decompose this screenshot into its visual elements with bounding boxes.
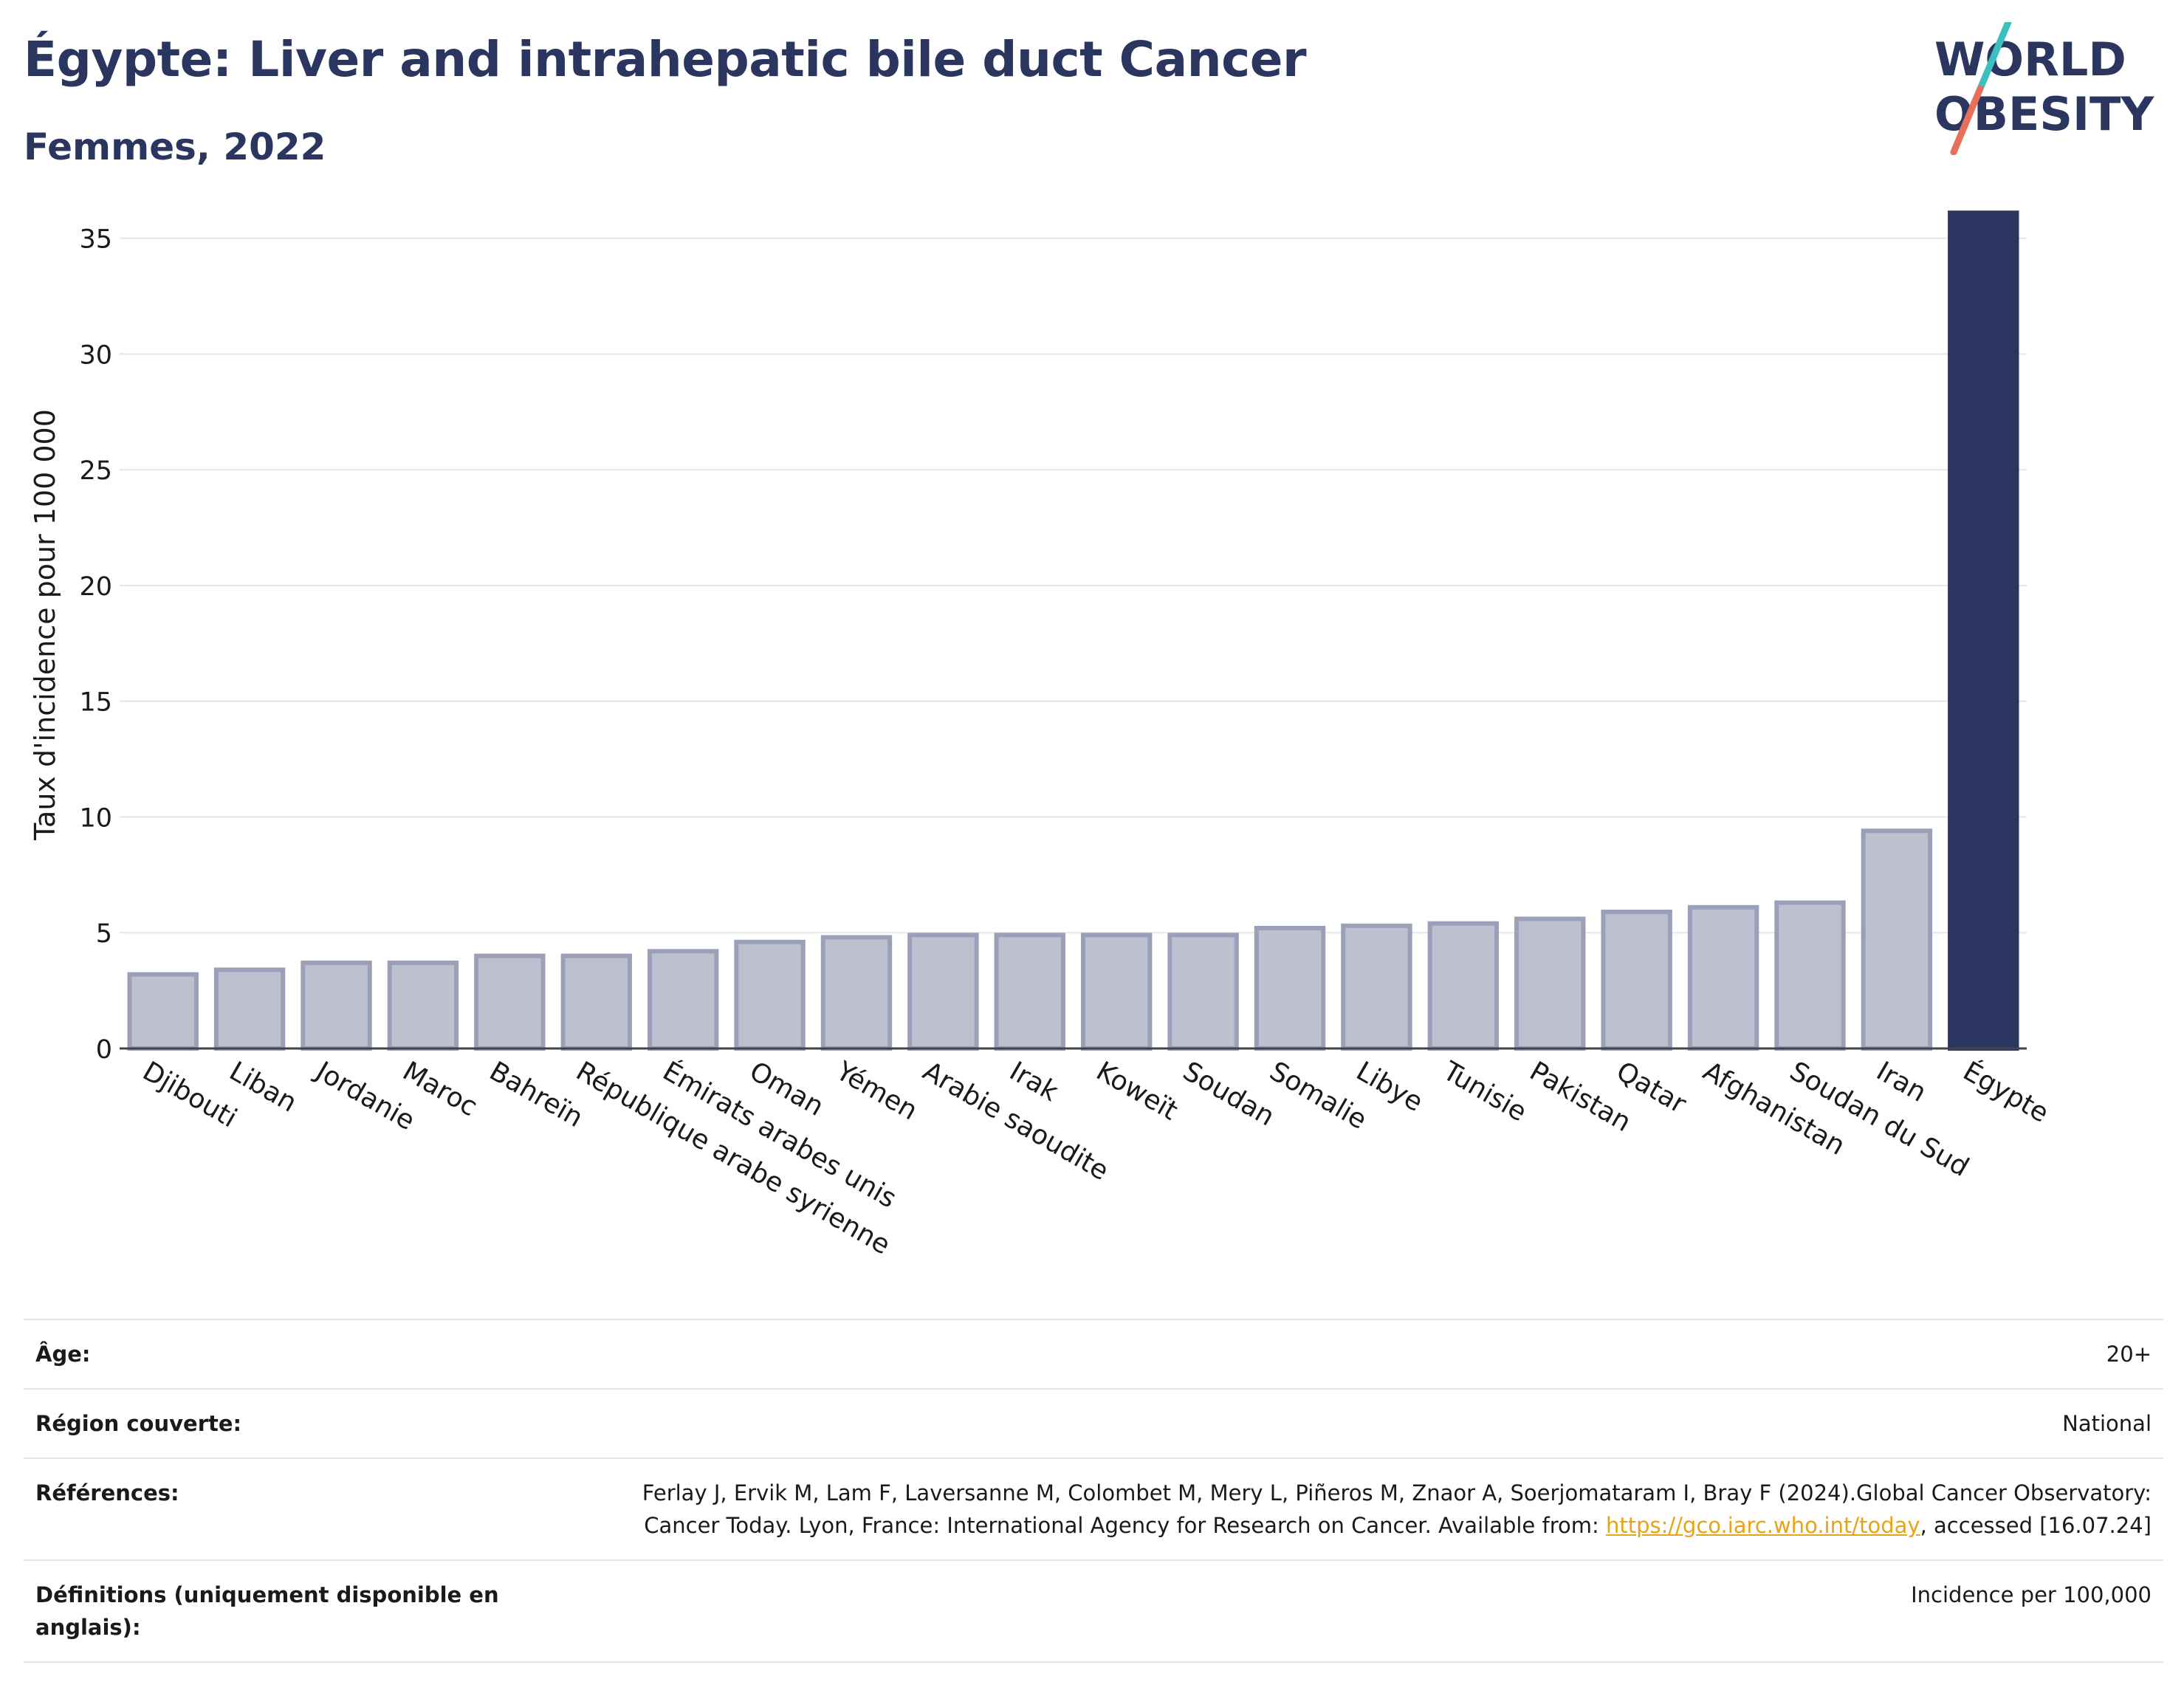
- x-tick-label: Yémen: [831, 1056, 923, 1127]
- y-tick-label: 35: [79, 225, 112, 255]
- reference-link[interactable]: https://gco.iarc.who.int/today: [1605, 1513, 1920, 1538]
- y-tick-label: 20: [79, 572, 112, 602]
- y-tick-label: 25: [79, 456, 112, 486]
- x-tick-label: Égypte: [1958, 1055, 2054, 1128]
- meta-value: Ferlay J, Ervik M, Lam F, Laversanne M, …: [638, 1477, 2152, 1542]
- bar-qatar[interactable]: [1601, 910, 1672, 1051]
- bar-soudan[interactable]: [1167, 933, 1239, 1051]
- meta-label: Région couverte:: [35, 1411, 242, 1436]
- logo-slash-coral: [1950, 85, 1984, 155]
- bars: [127, 210, 2019, 1051]
- logo-slash-teal: [1977, 22, 2012, 92]
- y-tick-labels: 0 5 10 15 20 25 30 35: [79, 225, 112, 1065]
- x-tick-label: Somalie: [1265, 1056, 1372, 1136]
- bar-émirats-arabes-unis[interactable]: [647, 949, 719, 1051]
- chart-subtitle: Femmes, 2022: [24, 126, 326, 168]
- meta-row-references: Références: Ferlay J, Ervik M, Lam F, La…: [24, 1458, 2163, 1559]
- x-tick-label: Tunisie: [1437, 1056, 1531, 1128]
- bar-yémen[interactable]: [820, 935, 893, 1051]
- bar-arabie-saoudite[interactable]: [907, 933, 979, 1051]
- bar-soudan-du-sud[interactable]: [1774, 900, 1846, 1051]
- logo-world-text: WORLD: [1934, 32, 2126, 86]
- meta-row-region: Région couverte: National: [24, 1388, 2163, 1458]
- bar-oman[interactable]: [734, 939, 806, 1051]
- chart-title: Égypte: Liver and intrahepatic bile duct…: [24, 31, 1307, 88]
- x-tick-label: Irak: [1004, 1056, 1063, 1108]
- bar-iran[interactable]: [1861, 828, 1933, 1051]
- y-tick-label: 10: [79, 803, 112, 833]
- y-tick-label: 0: [96, 1035, 112, 1065]
- bar-pakistan[interactable]: [1514, 916, 1586, 1051]
- x-tick-label: Soudan: [1178, 1056, 1280, 1132]
- bar-bahreïn[interactable]: [474, 953, 546, 1051]
- reference-text: Ferlay J, Ervik M, Lam F, Laversanne M, …: [642, 1480, 2152, 1538]
- metadata-table: Âge: 20+ Région couverte: National Référ…: [24, 1319, 2163, 1663]
- world-obesity-logo: WORLD OBESITY: [1934, 22, 2154, 155]
- bar-afghanistan[interactable]: [1687, 904, 1759, 1051]
- meta-value: National: [2062, 1411, 2152, 1436]
- x-tick-label: Koweït: [1091, 1056, 1183, 1126]
- meta-row-age: Âge: 20+: [24, 1319, 2163, 1388]
- meta-value: 20+: [2106, 1342, 2152, 1367]
- bar-libye[interactable]: [1341, 923, 1412, 1051]
- bar-irak[interactable]: [994, 933, 1065, 1051]
- reference-accessed: , accessed [16.07.24]: [1920, 1513, 2152, 1538]
- x-tick-label: Djibouti: [137, 1056, 241, 1133]
- x-tick-label: Bahreïn: [484, 1056, 588, 1133]
- meta-label: Âge:: [35, 1342, 91, 1367]
- y-tick-label: 30: [79, 340, 112, 370]
- x-tick-label: Jordanie: [309, 1055, 419, 1136]
- meta-row-definitions: Définitions (uniquement disponible en an…: [24, 1559, 2163, 1663]
- meta-label: Références:: [35, 1480, 179, 1506]
- bar-djibouti[interactable]: [127, 972, 199, 1051]
- meta-value: Incidence per 100,000: [1911, 1582, 2152, 1607]
- y-tick-label: 15: [79, 688, 112, 718]
- y-axis-label: Taux d'incidence pour 100 000: [29, 409, 61, 841]
- meta-label: Définitions (uniquement disponible en an…: [35, 1582, 499, 1640]
- bar-somalie[interactable]: [1254, 925, 1326, 1051]
- bar-maroc[interactable]: [387, 961, 459, 1051]
- gridlines: [120, 237, 2027, 934]
- bar-liban[interactable]: [213, 967, 286, 1051]
- bar-égypte[interactable]: [1948, 210, 2019, 1051]
- bar-tunisie[interactable]: [1427, 921, 1500, 1051]
- bar-jordanie[interactable]: [301, 961, 372, 1051]
- x-tick-label: Iran: [1871, 1056, 1931, 1108]
- bar-république-arabe-syrienne[interactable]: [560, 953, 632, 1051]
- bar-koweït[interactable]: [1081, 933, 1153, 1051]
- y-tick-label: 5: [96, 919, 112, 949]
